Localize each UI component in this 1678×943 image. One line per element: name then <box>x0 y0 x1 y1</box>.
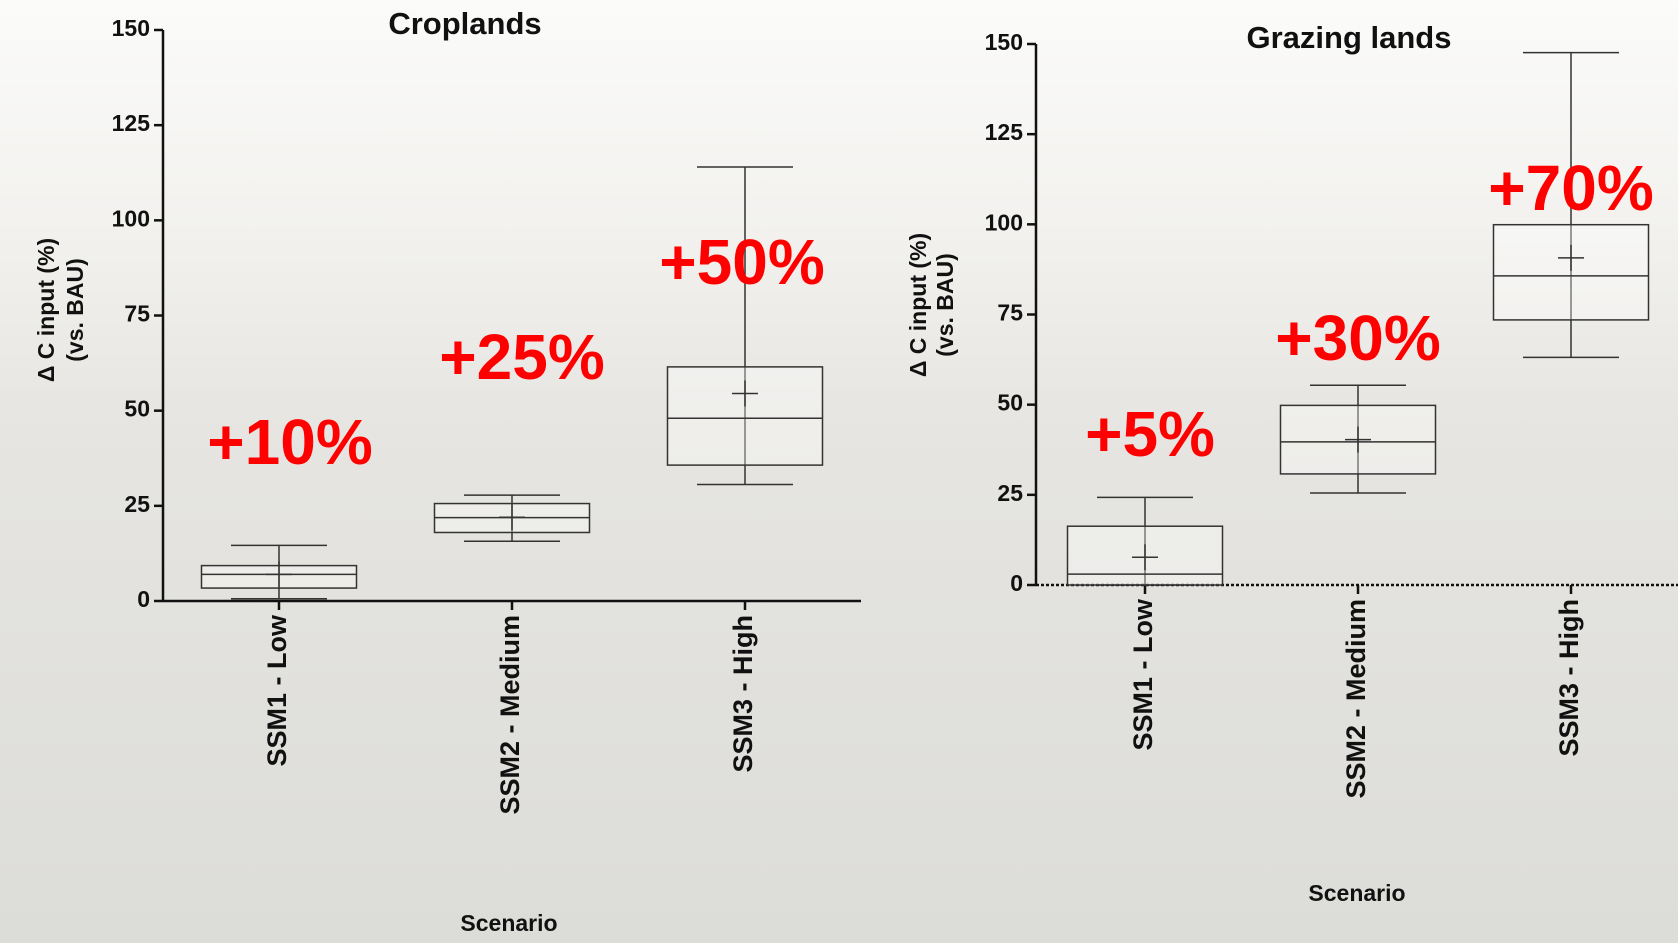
annotation: +10% <box>207 406 372 478</box>
category-label: SSM1 - Low <box>1128 598 1158 751</box>
category-label: SSM3 - High <box>728 615 758 773</box>
y-axis-label: Δ C input (%) <box>33 238 59 382</box>
y-tick-label: 150 <box>112 15 150 41</box>
x-axis-label: Scenario <box>460 910 557 936</box>
chart-title: Croplands <box>388 6 541 41</box>
y-tick-label: 100 <box>112 205 150 231</box>
category-label: SSM1 - Low <box>262 614 292 767</box>
annotation: +25% <box>439 321 604 393</box>
y-tick-label: 150 <box>985 29 1023 55</box>
y-tick-label: 0 <box>1010 570 1023 596</box>
category-label: SSM2 - Medium <box>1341 599 1371 799</box>
y-tick-label: 75 <box>997 300 1023 326</box>
y-tick-label: 125 <box>985 119 1024 145</box>
annotation: +30% <box>1275 302 1440 374</box>
category-label: SSM2 - Medium <box>495 615 525 815</box>
y-tick-label: 0 <box>137 586 150 612</box>
y-tick-label: 50 <box>124 396 150 422</box>
y-tick-label: 125 <box>112 110 151 136</box>
y-tick-label: 25 <box>997 480 1023 506</box>
y-tick-label: 50 <box>997 390 1023 416</box>
chart-title: Grazing lands <box>1247 20 1452 55</box>
y-tick-label: 100 <box>985 209 1023 235</box>
y-tick-label: 75 <box>124 301 150 327</box>
annotation: +50% <box>659 226 824 298</box>
category-label: SSM3 - High <box>1554 599 1584 757</box>
annotation: +70% <box>1488 152 1653 224</box>
y-axis-label: (vs. BAU) <box>62 258 88 362</box>
box <box>1494 225 1649 320</box>
page: {"chart_data":[ {"type":"box","title":"C… <box>0 0 1678 943</box>
annotation: +5% <box>1085 398 1215 470</box>
y-tick-label: 25 <box>124 491 150 517</box>
chart-canvas: CroplandsΔ C input (%)(vs. BAU)Scenario0… <box>0 0 1678 943</box>
y-axis-label: Δ C input (%) <box>905 233 931 377</box>
y-axis-label: (vs. BAU) <box>932 253 958 357</box>
x-axis-label: Scenario <box>1308 880 1405 906</box>
